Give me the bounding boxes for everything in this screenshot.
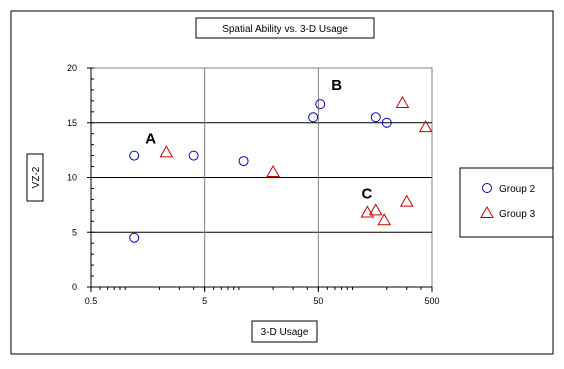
y-axis-label: VZ-2	[26, 153, 44, 202]
legend: Group 2 Group 3	[459, 167, 554, 238]
x-tick-label: 5	[202, 296, 207, 306]
xlabel-text: 3-D Usage	[261, 327, 309, 338]
group-3-point	[377, 213, 392, 226]
x-tick-label: 50	[313, 296, 323, 306]
annotation-a: A	[145, 131, 156, 148]
group-3-point	[399, 194, 414, 207]
group-2-point	[129, 150, 140, 161]
annotations: A B C	[145, 77, 372, 202]
group-2-point	[308, 112, 319, 123]
group-2-point	[129, 232, 140, 243]
annotation-b: B	[331, 77, 342, 94]
points	[129, 96, 433, 243]
legend-group-3-marker	[480, 205, 494, 218]
ylabel-box	[26, 153, 44, 202]
xlabel-box	[251, 320, 318, 343]
group-3-point	[418, 120, 433, 133]
y-tick-label: 0	[72, 282, 77, 292]
grid	[91, 68, 432, 287]
legend-group-2-label: Group 2	[499, 184, 536, 195]
title-text: Spatial Ability vs. 3-D Usage	[222, 24, 348, 35]
y-tick-label: 15	[67, 118, 77, 128]
group-3-point	[368, 203, 383, 216]
chart-title: Spatial Ability vs. 3-D Usage	[195, 17, 375, 39]
x-tick-label: 0.5	[85, 296, 98, 306]
y-tick-label: 5	[72, 227, 77, 237]
group-3-point	[395, 96, 410, 109]
group-3-point	[360, 205, 375, 218]
legend-box	[459, 167, 554, 238]
annotation-c: C	[362, 185, 373, 202]
group-3-point	[159, 145, 174, 158]
group-2-point	[238, 156, 249, 167]
ticks: 0 5 10 15 20 0.5 5 50 500	[67, 63, 440, 306]
y-tick-label: 10	[67, 173, 77, 183]
legend-group-3-label: Group 3	[499, 209, 536, 220]
x-tick-label: 500	[424, 296, 439, 306]
x-axis-label: 3-D Usage	[251, 320, 318, 343]
ylabel-text: VZ-2	[31, 166, 42, 188]
group-2-point	[315, 99, 326, 110]
group-2-point	[370, 112, 381, 123]
legend-group-2-marker	[482, 183, 492, 193]
group-2-point	[188, 150, 199, 161]
title-box	[195, 17, 375, 39]
group-3-point	[266, 165, 280, 178]
group-2-point	[381, 117, 392, 128]
y-tick-label: 20	[67, 63, 77, 73]
